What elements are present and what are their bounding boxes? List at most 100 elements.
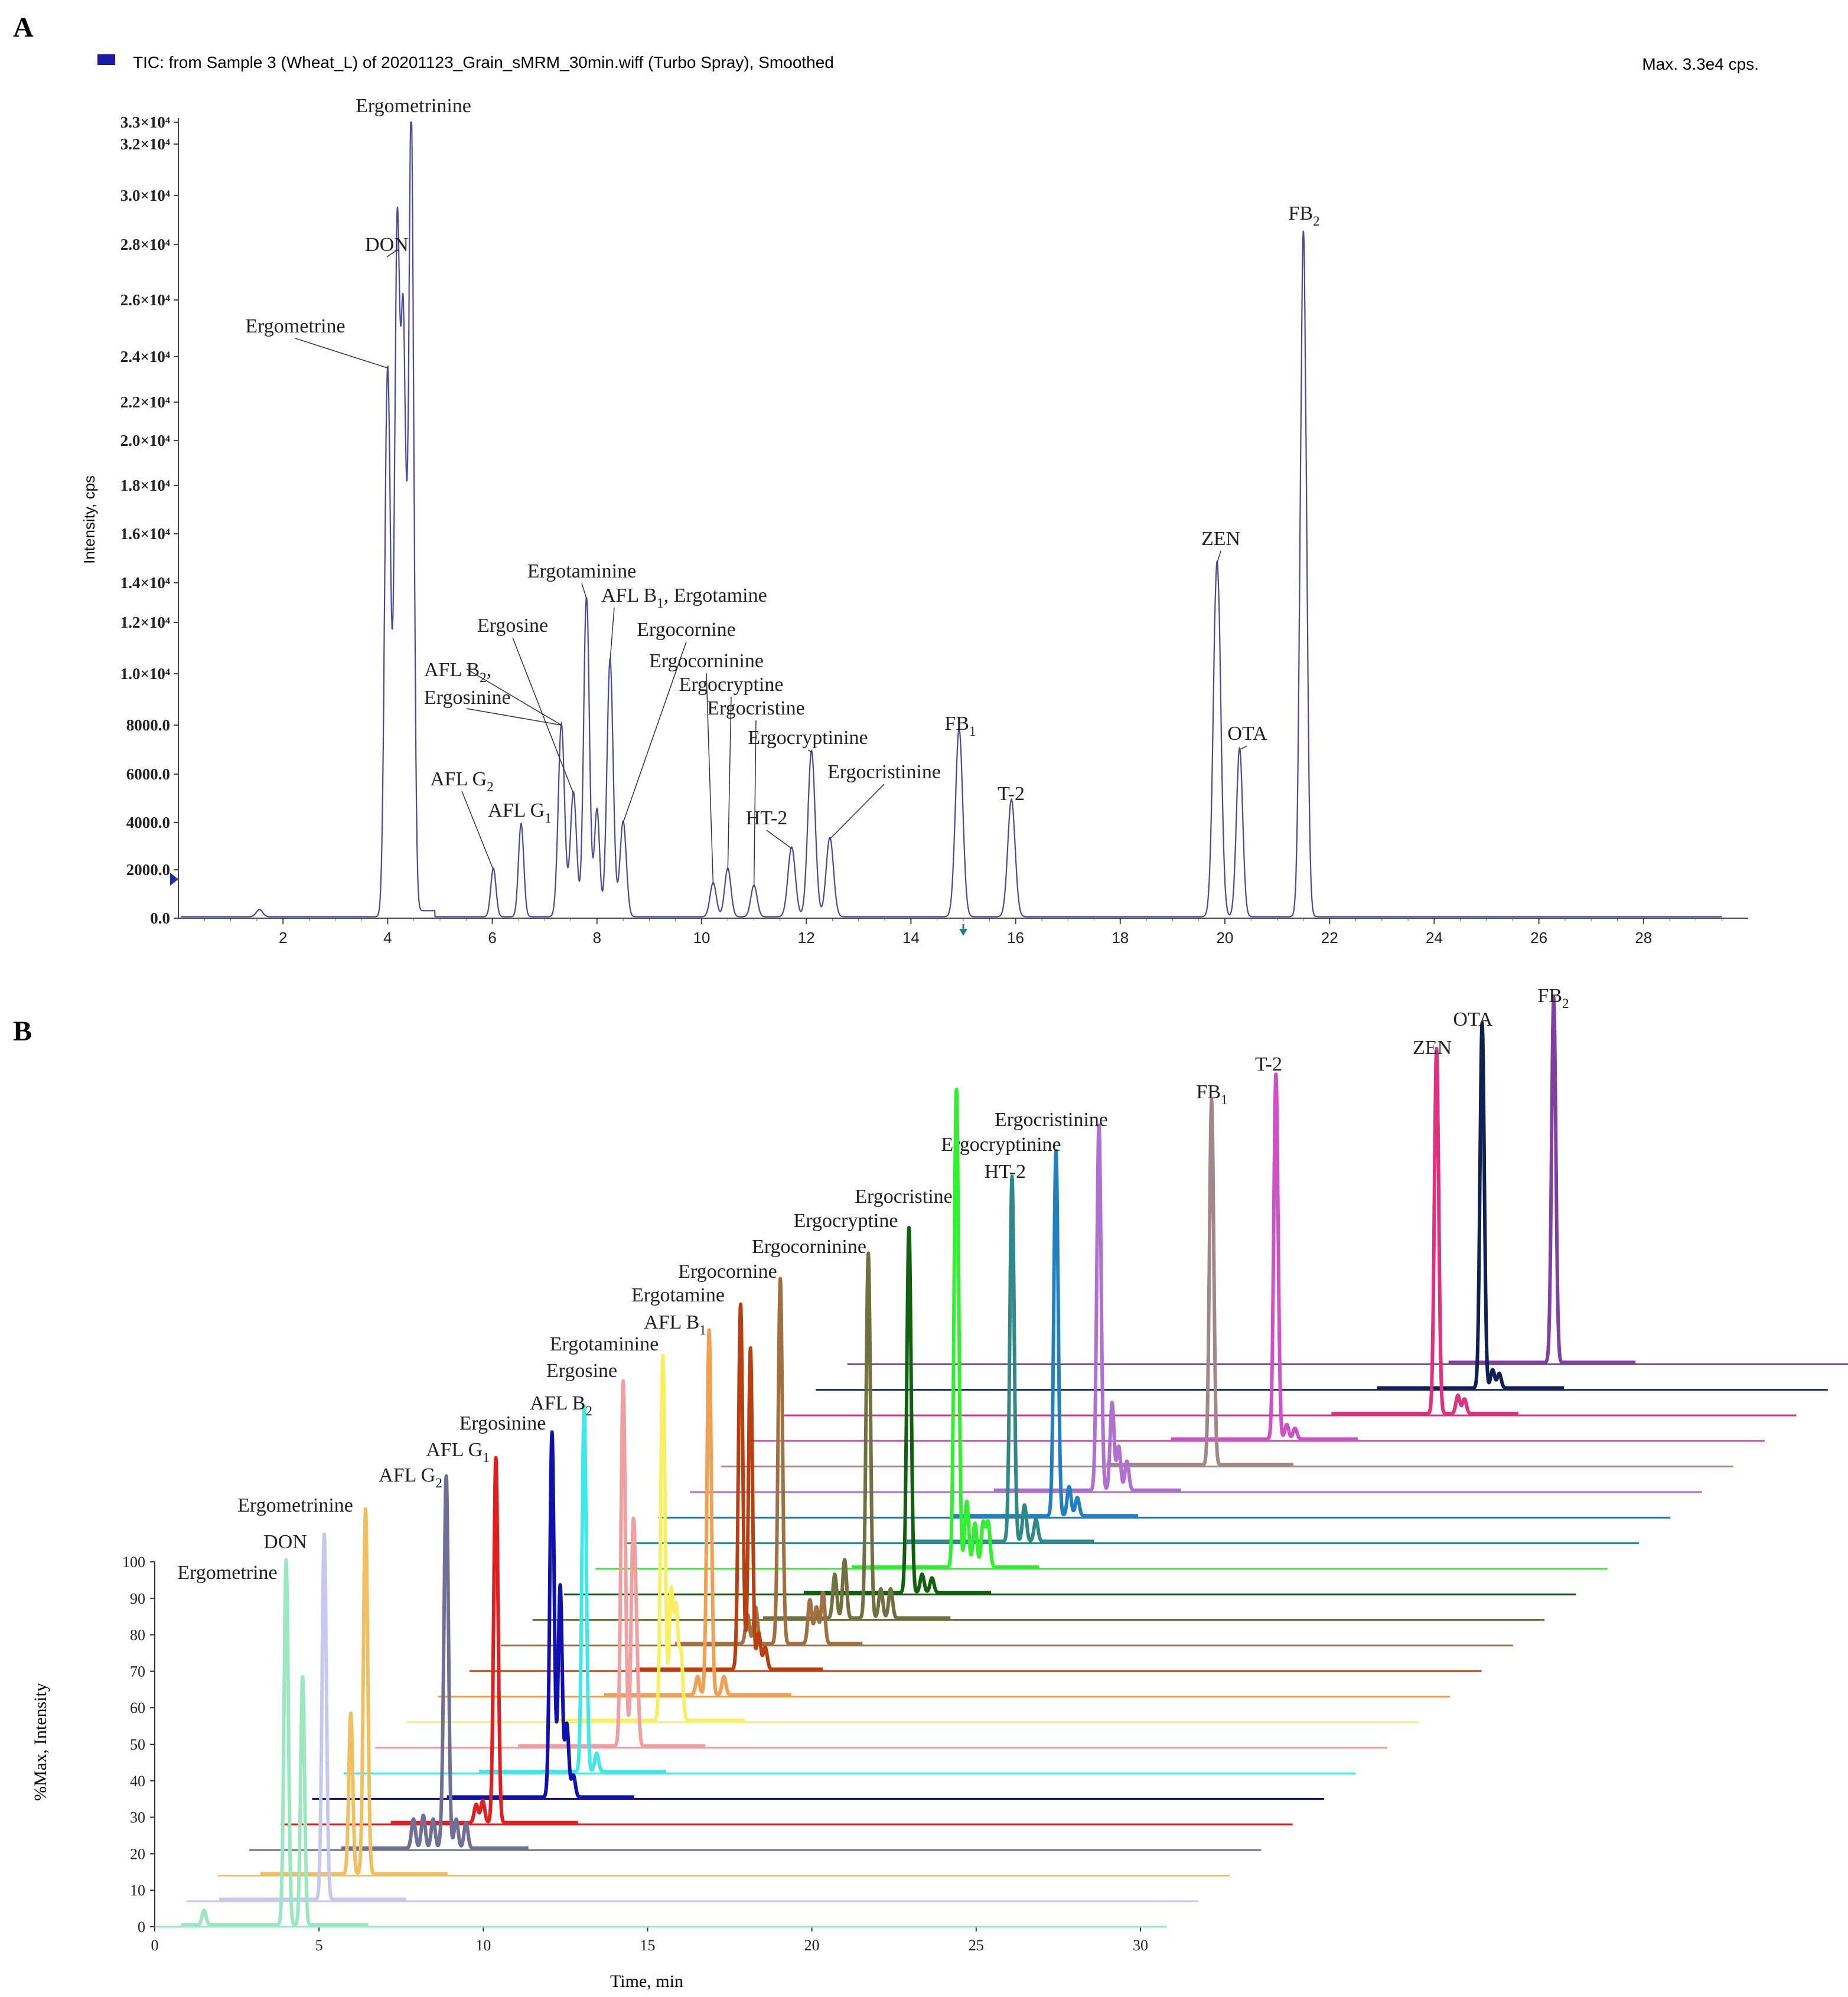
y-tick-label-a: 4000.0 <box>126 814 170 831</box>
series-ht-2: HT-2 <box>627 1161 1640 1544</box>
series-label: DON <box>263 1531 307 1553</box>
x-tick-label-b: 20 <box>804 1937 820 1954</box>
series-label: OTA <box>1453 1009 1493 1030</box>
peak-label-a: AFL G2 <box>430 768 494 795</box>
peak-label-a: Ergotaminine <box>527 560 636 582</box>
peak-label-a: Ergosine <box>477 615 548 637</box>
peak-label-a: Ergometrine <box>245 315 345 337</box>
series-trace <box>1105 1098 1295 1467</box>
leader-line-a <box>461 791 494 870</box>
y-tick-label-b: 20 <box>130 1845 145 1862</box>
peak-label-a: Ergocryptinine <box>748 727 868 749</box>
series-trace <box>340 1474 530 1850</box>
y-tick-label-a: 6000.0 <box>126 765 170 783</box>
x-tick-label-a: 14 <box>902 929 920 947</box>
series-trace <box>761 1251 952 1620</box>
series-afl-b2: AFL B2 <box>343 1392 1356 1774</box>
y-tick-label-a: 0.0 <box>150 909 170 927</box>
x-tick-label-a: 12 <box>798 929 815 947</box>
peak-label-a: ZEN <box>1201 528 1240 550</box>
leader-line-a <box>610 607 615 661</box>
y-tick-label-b: 50 <box>130 1736 145 1753</box>
x-tick-label-b: 5 <box>315 1937 323 1954</box>
series-afl-g2: AFL G2 <box>249 1464 1262 1851</box>
leader-line-a <box>466 708 562 726</box>
series-don: DON <box>186 1531 1198 1903</box>
x-tick-label-a: 22 <box>1321 929 1338 947</box>
series-label: Ergocristine <box>855 1186 953 1208</box>
series-label: Ergosinine <box>459 1412 546 1434</box>
series-trace <box>602 1328 793 1697</box>
x-tick-label-b: 10 <box>475 1937 491 1954</box>
series-label: FB2 <box>1537 985 1569 1011</box>
y-tick-label-a: 1.0×10⁴ <box>120 665 170 683</box>
series-trace <box>992 1123 1183 1492</box>
series-label: T-2 <box>1255 1053 1282 1075</box>
y-tick-label-a: 8000.0 <box>126 716 170 734</box>
peak-label-a: AFL B1, Ergotamine <box>601 585 767 611</box>
series-ergocristinine: Ergocristinine <box>690 1109 1702 1493</box>
series-label: HT-2 <box>985 1161 1026 1183</box>
y-tick-label-b: 10 <box>130 1882 145 1899</box>
series-label: ZEN <box>1413 1037 1452 1059</box>
peak-label-a: Ergocornine <box>637 619 735 641</box>
series-trace <box>905 1174 1096 1544</box>
peak-label-a: DON <box>365 234 409 256</box>
series-label: FB1 <box>1196 1081 1227 1108</box>
leader-line-a <box>807 749 812 753</box>
series-trace <box>217 1532 408 1901</box>
y-tick-label-b: 80 <box>130 1627 145 1644</box>
max-intensity-text: Max. 3.3e4 cps. <box>1642 55 1759 73</box>
leader-line-a <box>622 641 687 823</box>
series-trace <box>180 1558 370 1927</box>
series-label: Ergocorninine <box>752 1236 866 1258</box>
x-tick-label-b: 30 <box>1133 1937 1148 1954</box>
y-tick-label-b: 30 <box>130 1809 145 1826</box>
series-afl-b1: AFL B1 <box>438 1311 1451 1698</box>
y-tick-label-a: 2.6×10⁴ <box>120 291 170 309</box>
series-ergocryptine: Ergocryptine <box>563 1210 1576 1595</box>
baseline-marker-icon <box>170 873 178 886</box>
series-ergotamine: Ergotamine <box>470 1284 1482 1672</box>
peak-label-a: Ergocristinine <box>827 761 941 783</box>
leader-line-a <box>1216 550 1221 564</box>
series-trace <box>802 1226 993 1594</box>
y-tick-label-a: 1.4×10⁴ <box>120 574 170 592</box>
y-tick-label-a: 2.4×10⁴ <box>120 348 170 366</box>
series-trace <box>1376 1021 1566 1390</box>
panel-b-letter: B <box>13 1016 32 1047</box>
series-label: Ergotamine <box>631 1284 725 1306</box>
series-ergocorninine: Ergocorninine <box>532 1236 1545 1621</box>
y-tick-label-a: 3.2×10⁴ <box>120 135 170 153</box>
y-tick-label-a: 2000.0 <box>126 861 170 879</box>
series-label: Ergocornine <box>678 1261 777 1283</box>
series-label: Ergocristinine <box>995 1109 1108 1131</box>
peak-label-a: FB1 <box>944 713 976 739</box>
y-tick-label-a: 2.8×10⁴ <box>120 236 170 253</box>
peak-label-a: HT-2 <box>746 807 788 829</box>
series-label: AFL B2 <box>530 1392 592 1419</box>
series-label: AFL B1 <box>644 1311 706 1338</box>
x-tick-label-a: 24 <box>1426 929 1443 947</box>
peak-label-a: Ergometrinine <box>356 95 471 117</box>
x-tick-label-a: 16 <box>1007 929 1024 947</box>
series-label: Ergocryptinine <box>941 1134 1061 1156</box>
peak-label-a: FB2 <box>1288 203 1319 229</box>
x-tick-label-a: 26 <box>1530 929 1547 947</box>
leader-line-a <box>753 720 757 887</box>
leader-line-a <box>829 784 885 840</box>
peak-label-a: Ergosinine <box>424 687 511 709</box>
series-ergometrinine: Ergometrinine <box>217 1495 1230 1877</box>
series-trace <box>634 1302 824 1671</box>
series-label: Ergometrinine <box>237 1495 353 1516</box>
series-label: Ergosine <box>546 1360 617 1382</box>
y-tick-label-b: 40 <box>130 1773 145 1790</box>
series-label: Ergometrine <box>177 1562 277 1584</box>
peak-label-a: Ergocryptine <box>679 674 784 696</box>
x-tick-label-a: 28 <box>1635 929 1652 947</box>
leader-line-a <box>727 696 732 870</box>
y-tick-label-a: 1.2×10⁴ <box>120 614 170 631</box>
y-tick-label-b: 90 <box>130 1590 145 1607</box>
y-tick-label-a: 2.2×10⁴ <box>120 393 170 411</box>
panel-a-letter: A <box>13 12 34 43</box>
